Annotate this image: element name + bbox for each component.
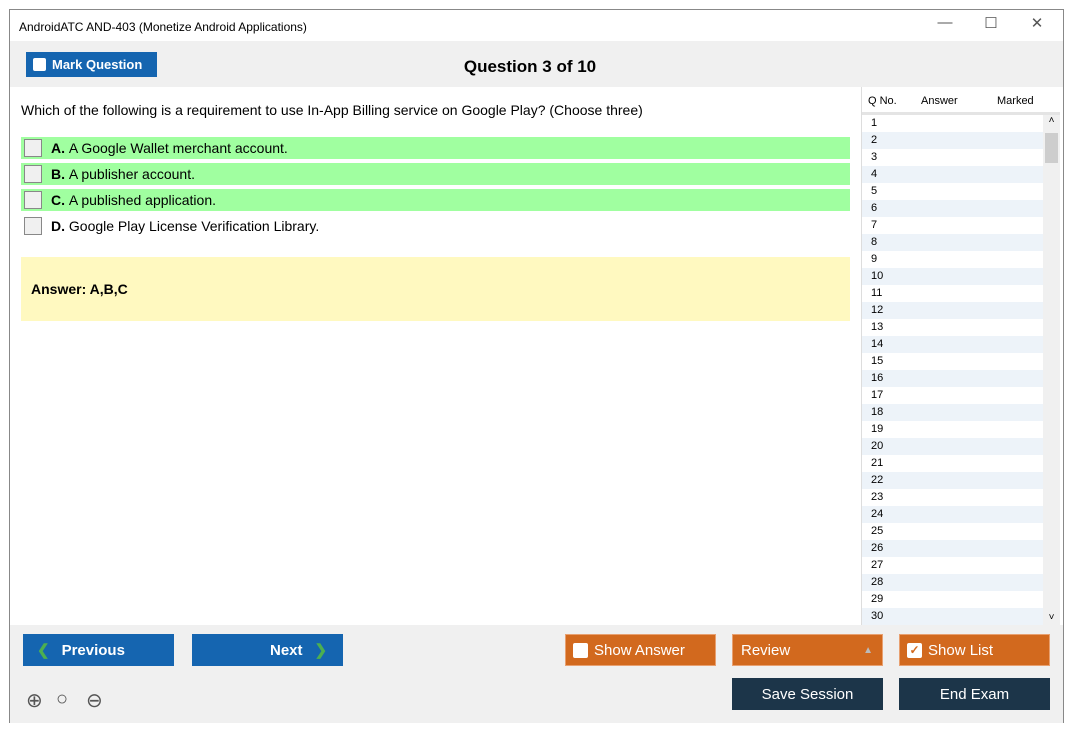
caret-up-icon: ▲ [863,644,873,656]
option-letter: C. [51,192,65,208]
header-answer: Answer [921,95,958,107]
zoom-reset-icon[interactable]: ○ [56,688,69,710]
show-list-button[interactable]: ✓ Show List [899,634,1050,666]
option-text: A published application. [68,192,216,208]
scroll-up-icon[interactable]: ˄ [1048,115,1055,126]
question-area: Which of the following is a requirement … [10,87,861,625]
list-row[interactable]: 8 [862,234,1044,251]
option-text: Google Play License Verification Library… [68,218,320,234]
list-row[interactable]: 23 [871,491,884,503]
option-checkbox[interactable] [24,165,42,183]
show-list-label: Show List [928,641,994,659]
close-button[interactable]: ✕ [1030,15,1044,32]
option-c[interactable]: C. A published application. [21,189,850,211]
window-title: AndroidATC AND-403 (Monetize Android App… [19,20,307,34]
checkbox-icon [573,642,588,658]
list-row[interactable]: 7 [871,219,878,231]
save-session-button[interactable]: Save Session [732,678,883,710]
list-row[interactable]: 13 [871,321,884,333]
mark-question-button[interactable]: Mark Question [26,52,157,77]
previous-label: Previous [61,641,125,659]
list-row[interactable]: 22 [862,472,1044,489]
list-row[interactable]: 24 [862,506,1044,523]
list-row[interactable]: 11 [871,287,883,299]
list-row[interactable]: 14 [862,336,1044,353]
list-row[interactable]: 6 [862,200,1044,217]
question-text: Which of the following is a requirement … [21,102,643,118]
header-marked: Marked [997,95,1034,107]
mark-question-label: Mark Question [52,57,143,72]
option-letter: B. [51,166,65,182]
scrollbar[interactable]: ˄ ˅ [1043,115,1060,625]
show-answer-button[interactable]: Show Answer [565,634,716,666]
list-row[interactable]: 3 [871,151,878,163]
list-row[interactable]: 16 [862,370,1044,387]
list-row[interactable]: 26 [862,540,1044,557]
maximize-button[interactable]: ☐ [984,15,998,32]
checkmark-icon: ✓ [907,642,922,658]
list-row[interactable]: 27 [871,559,884,571]
title-bar: AndroidATC AND-403 (Monetize Android App… [10,10,1063,41]
show-answer-label: Show Answer [594,641,685,659]
list-row[interactable]: 17 [871,389,884,401]
chevron-left-icon: ❮ [37,642,50,659]
zoom-out-icon[interactable]: ⊖ [86,690,103,712]
next-button[interactable]: Next ❯ [192,634,343,666]
list-row[interactable]: 30 [862,608,1044,625]
option-checkbox[interactable] [24,191,42,209]
app-window: AndroidATC AND-403 (Monetize Android App… [9,9,1064,723]
toolbar: Mark Question Question 3 of 10 [10,41,1063,87]
list-row[interactable]: 19 [871,423,884,435]
question-counter: Question 3 of 10 [463,57,597,76]
minimize-button[interactable]: — [937,14,953,31]
option-checkbox[interactable] [24,217,42,235]
next-label: Next [270,641,303,659]
list-row[interactable]: 12 [862,302,1044,319]
option-checkbox[interactable] [24,139,42,157]
option-d[interactable]: D. Google Play License Verification Libr… [21,215,850,237]
list-row[interactable]: 18 [862,404,1044,421]
review-dropdown[interactable]: Review ▲ [732,634,883,666]
list-row[interactable]: 2 [862,132,1044,149]
header-qno: Q No. [868,95,897,107]
list-row[interactable]: 4 [862,166,1044,183]
previous-button[interactable]: ❮ Previous [23,634,174,666]
answer-box: Answer: A,B,C [21,257,850,321]
option-b[interactable]: B. A publisher account. [21,163,850,185]
list-row[interactable]: 20 [862,438,1044,455]
list-row[interactable]: 29 [871,593,884,605]
end-exam-button[interactable]: End Exam [899,678,1050,710]
chevron-right-icon: ❯ [314,642,328,659]
list-row[interactable]: 15 [871,355,884,367]
option-a[interactable]: A. A Google Wallet merchant account. [21,137,850,159]
list-row[interactable]: 5 [871,185,878,197]
list-header: Q No. Answer Marked [862,87,1060,115]
scroll-down-icon[interactable]: ˅ [1048,612,1055,623]
option-text: A publisher account. [68,166,195,182]
checkbox-icon [33,58,46,71]
option-letter: A. [51,140,65,156]
list-row[interactable]: 1 [871,117,878,129]
list-row[interactable]: 21 [871,457,884,469]
zoom-in-icon[interactable]: ⊕ [26,690,43,712]
question-list: Q No. Answer Marked 1 2 3 4 5 6 7 8 9 10 11 12 13 14 1… [861,87,1060,625]
scroll-thumb[interactable] [1045,133,1058,163]
review-label: Review [741,641,791,659]
list-row[interactable]: 28 [862,574,1044,591]
option-letter: D. [51,218,65,234]
bottom-bar: ❮ Previous Next ❯ Show Answer Review ▲ ✓ Sho… [10,625,1063,723]
list-row[interactable]: 25 [871,525,884,537]
list-row[interactable]: 10 [862,268,1044,285]
option-text: A Google Wallet merchant account. [68,140,288,156]
list-row[interactable]: 9 [871,253,878,265]
